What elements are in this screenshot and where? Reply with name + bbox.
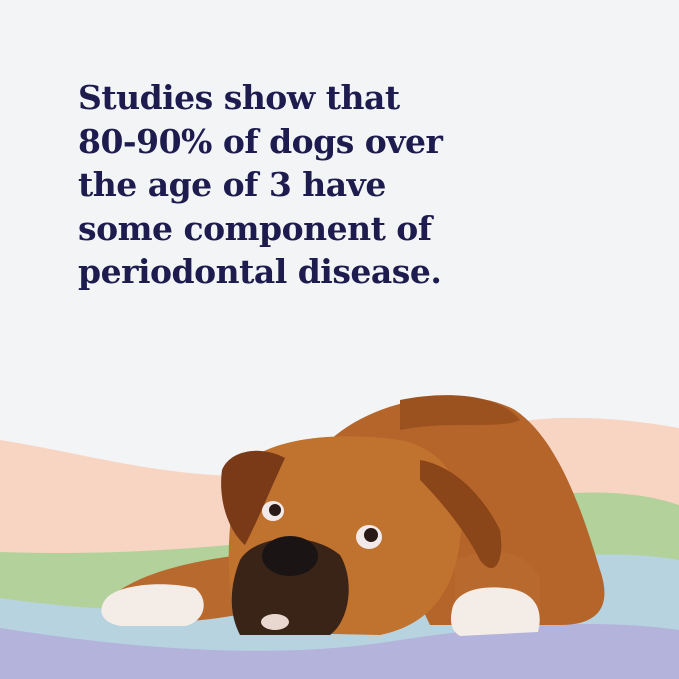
- paw-left: [101, 584, 204, 626]
- headline: Studies show that 80-90% of dogs over th…: [78, 76, 443, 294]
- headline-line: 80-90% of dogs over: [78, 121, 443, 161]
- headline-line: periodontal disease.: [78, 252, 442, 291]
- wave-purple: [0, 624, 679, 679]
- boxer-dog-image: [101, 395, 605, 636]
- paw-right: [450, 587, 540, 636]
- headline-line: the age of 3 have: [78, 165, 386, 204]
- headline-line: some component of: [78, 208, 432, 248]
- headline-line: Studies show that: [78, 78, 400, 117]
